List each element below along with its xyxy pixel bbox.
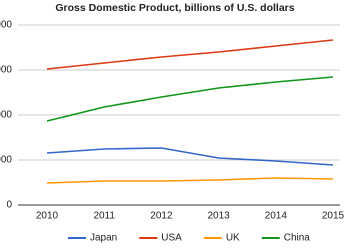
x-tick-label: 2013 xyxy=(207,211,230,222)
x-tick-label: 2011 xyxy=(93,211,115,222)
legend-label: UK xyxy=(226,233,240,244)
legend-label: Japan xyxy=(90,233,117,244)
x-tick-label: 2014 xyxy=(265,211,288,222)
x-tick-label: 2012 xyxy=(150,211,173,222)
legend-label: China xyxy=(284,233,311,244)
series-line xyxy=(46,147,334,166)
y-tick-label: 15000 xyxy=(0,65,12,76)
series-line xyxy=(46,177,334,184)
chart-title: Gross Domestic Product, billions of U.S.… xyxy=(55,2,294,14)
y-tick-label: 0 xyxy=(6,200,12,211)
x-tick-label: 2015 xyxy=(322,211,345,222)
y-tick-label: 5000 xyxy=(0,155,12,166)
series-line xyxy=(46,39,334,70)
legend-label: USA xyxy=(161,233,182,244)
x-tick-label: 2010 xyxy=(36,211,59,222)
y-tick-label: 20000 xyxy=(0,20,12,31)
y-tick-label: 10000 xyxy=(0,110,12,121)
series-line xyxy=(46,76,334,122)
